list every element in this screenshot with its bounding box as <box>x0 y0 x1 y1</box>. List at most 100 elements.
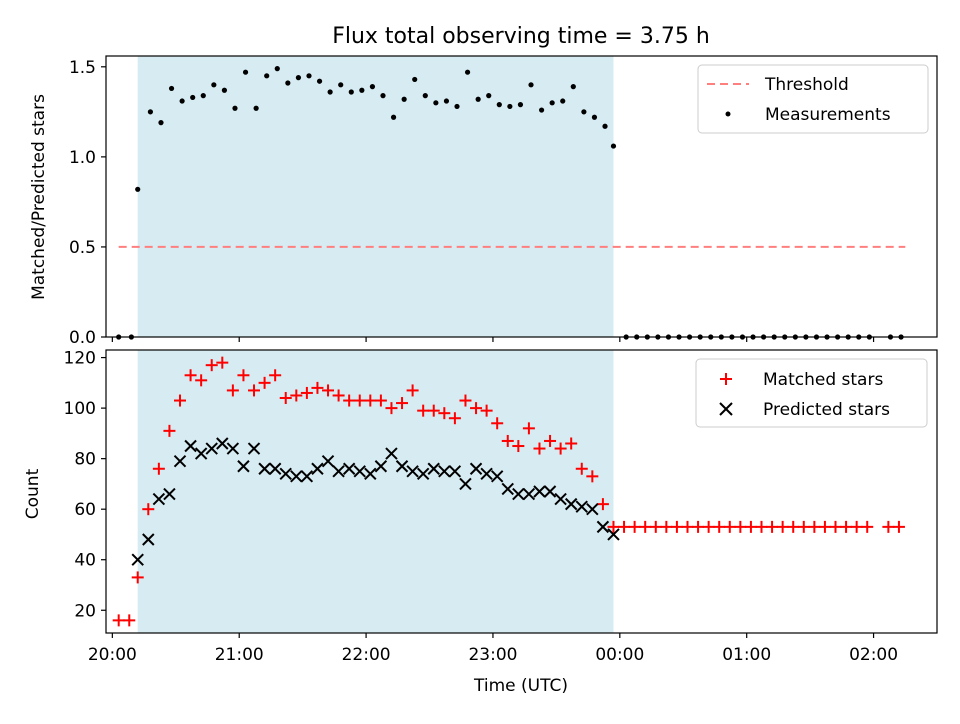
matched-star-point <box>607 520 620 533</box>
measurement-point <box>200 93 206 99</box>
measurement-point <box>496 102 502 108</box>
matched-star-point <box>131 571 144 584</box>
matched-star-point <box>374 394 387 407</box>
measurement-point <box>528 82 534 88</box>
matched-star-point <box>364 394 377 407</box>
predicted-star-point <box>374 460 388 473</box>
predicted-star-point <box>438 465 451 478</box>
x-tick-label: 00:00 <box>595 645 644 665</box>
matched-legend-label: Matched stars <box>763 370 883 390</box>
measurement-point <box>591 114 598 120</box>
measurement-point <box>327 89 333 95</box>
count-y-axis-label: Count <box>23 468 43 519</box>
predicted-star-point <box>184 439 197 453</box>
ratio-axes-frame <box>105 55 938 338</box>
matched-star-point <box>152 462 165 475</box>
predicted-star-point <box>607 528 620 541</box>
measurement-point <box>602 123 608 129</box>
measurement-point <box>433 100 439 106</box>
matched-star-point <box>787 520 800 533</box>
predicted-star-point <box>427 462 440 475</box>
predicted-star-point <box>459 477 472 491</box>
matched-star-point <box>269 369 282 382</box>
matched-star-point <box>385 402 398 415</box>
observing-window-shade <box>137 350 614 633</box>
predicted-star-point <box>163 487 176 501</box>
matched-star-point <box>797 520 810 533</box>
predicted-star-point <box>142 533 155 546</box>
measurement-point <box>560 98 566 104</box>
matched-star-point <box>681 520 694 533</box>
x-tick-label: 21:00 <box>215 645 264 665</box>
predicted-star-point <box>501 482 514 496</box>
matched-star-point <box>670 520 683 533</box>
predicted-star-point <box>194 447 208 460</box>
measurement-point <box>570 84 576 90</box>
predicted-star-point <box>512 487 525 501</box>
matched-star-point <box>258 376 271 389</box>
chart-title: Flux total observing time = 3.75 h <box>332 24 710 49</box>
measurement-point <box>517 102 524 108</box>
ratio-y-tick-label: 1.5 <box>69 58 96 78</box>
predicted-star-point <box>416 467 430 481</box>
x-tick-label: 01:00 <box>722 645 771 665</box>
predicted-star-point <box>131 553 144 566</box>
count-axes-frame <box>105 349 938 634</box>
matched-star-point <box>343 394 356 407</box>
matched-star-point <box>332 389 345 402</box>
count-legend: Matched stars Predicted stars <box>695 358 928 428</box>
measurement-point <box>422 93 428 99</box>
matched-star-point <box>639 520 652 533</box>
matched-star-point <box>163 424 176 437</box>
matched-star-point <box>501 434 514 447</box>
measurement-point <box>338 82 344 88</box>
predicted-star-point <box>448 465 462 478</box>
count-y-tick-label: 20 <box>74 601 96 621</box>
matched-star-point <box>522 422 535 435</box>
predicted-star-point <box>300 470 314 483</box>
matched-star-point <box>216 356 229 369</box>
predicted-star-point <box>342 462 356 475</box>
matched-star-point <box>226 384 239 397</box>
matched-star-point <box>396 397 409 410</box>
matched-star-point <box>459 394 472 407</box>
count-y-tick-label: 80 <box>74 450 96 470</box>
measurement-point <box>135 186 141 192</box>
ratio-y-tick-label: 0.0 <box>69 328 96 348</box>
measurement-point <box>316 78 323 84</box>
matched-star-point <box>142 503 155 516</box>
predicted-star-point <box>237 460 250 473</box>
predicted-star-point <box>321 454 335 468</box>
matched-star-point <box>480 404 493 417</box>
measurement-point <box>538 107 545 113</box>
matched-star-point <box>112 614 125 627</box>
predicted-star-point <box>469 462 483 475</box>
matched-star-point <box>618 520 631 533</box>
measurement-point <box>454 103 460 110</box>
predicted-star-point <box>364 467 377 481</box>
matched-star-point <box>205 359 218 372</box>
matched-star-point <box>776 520 789 533</box>
matched-star-point <box>575 462 588 475</box>
measurement-point <box>581 109 587 115</box>
predicted-star-point <box>480 467 493 481</box>
matched-star-point <box>512 440 525 453</box>
predicted-star-point <box>353 465 366 478</box>
measurement-point <box>549 100 555 106</box>
predicted-star-point <box>533 485 546 498</box>
measurement-point <box>306 73 312 79</box>
ratio-y-tick-label: 0.5 <box>69 238 96 258</box>
matched-star-point <box>660 520 673 533</box>
matched-star-point <box>470 402 483 415</box>
measurement-point <box>507 103 513 110</box>
threshold-legend-label: Threshold <box>764 75 849 95</box>
count-y-tick-label: 60 <box>74 500 96 520</box>
matched-star-point <box>417 404 430 417</box>
matched-star-point <box>818 520 831 533</box>
predicted-star-point <box>290 470 303 483</box>
predicted-star-point <box>564 497 578 511</box>
measurement-point <box>359 87 365 93</box>
predicted-star-point <box>332 465 345 478</box>
matched-star-point <box>850 520 863 533</box>
measurement-point <box>190 94 196 101</box>
